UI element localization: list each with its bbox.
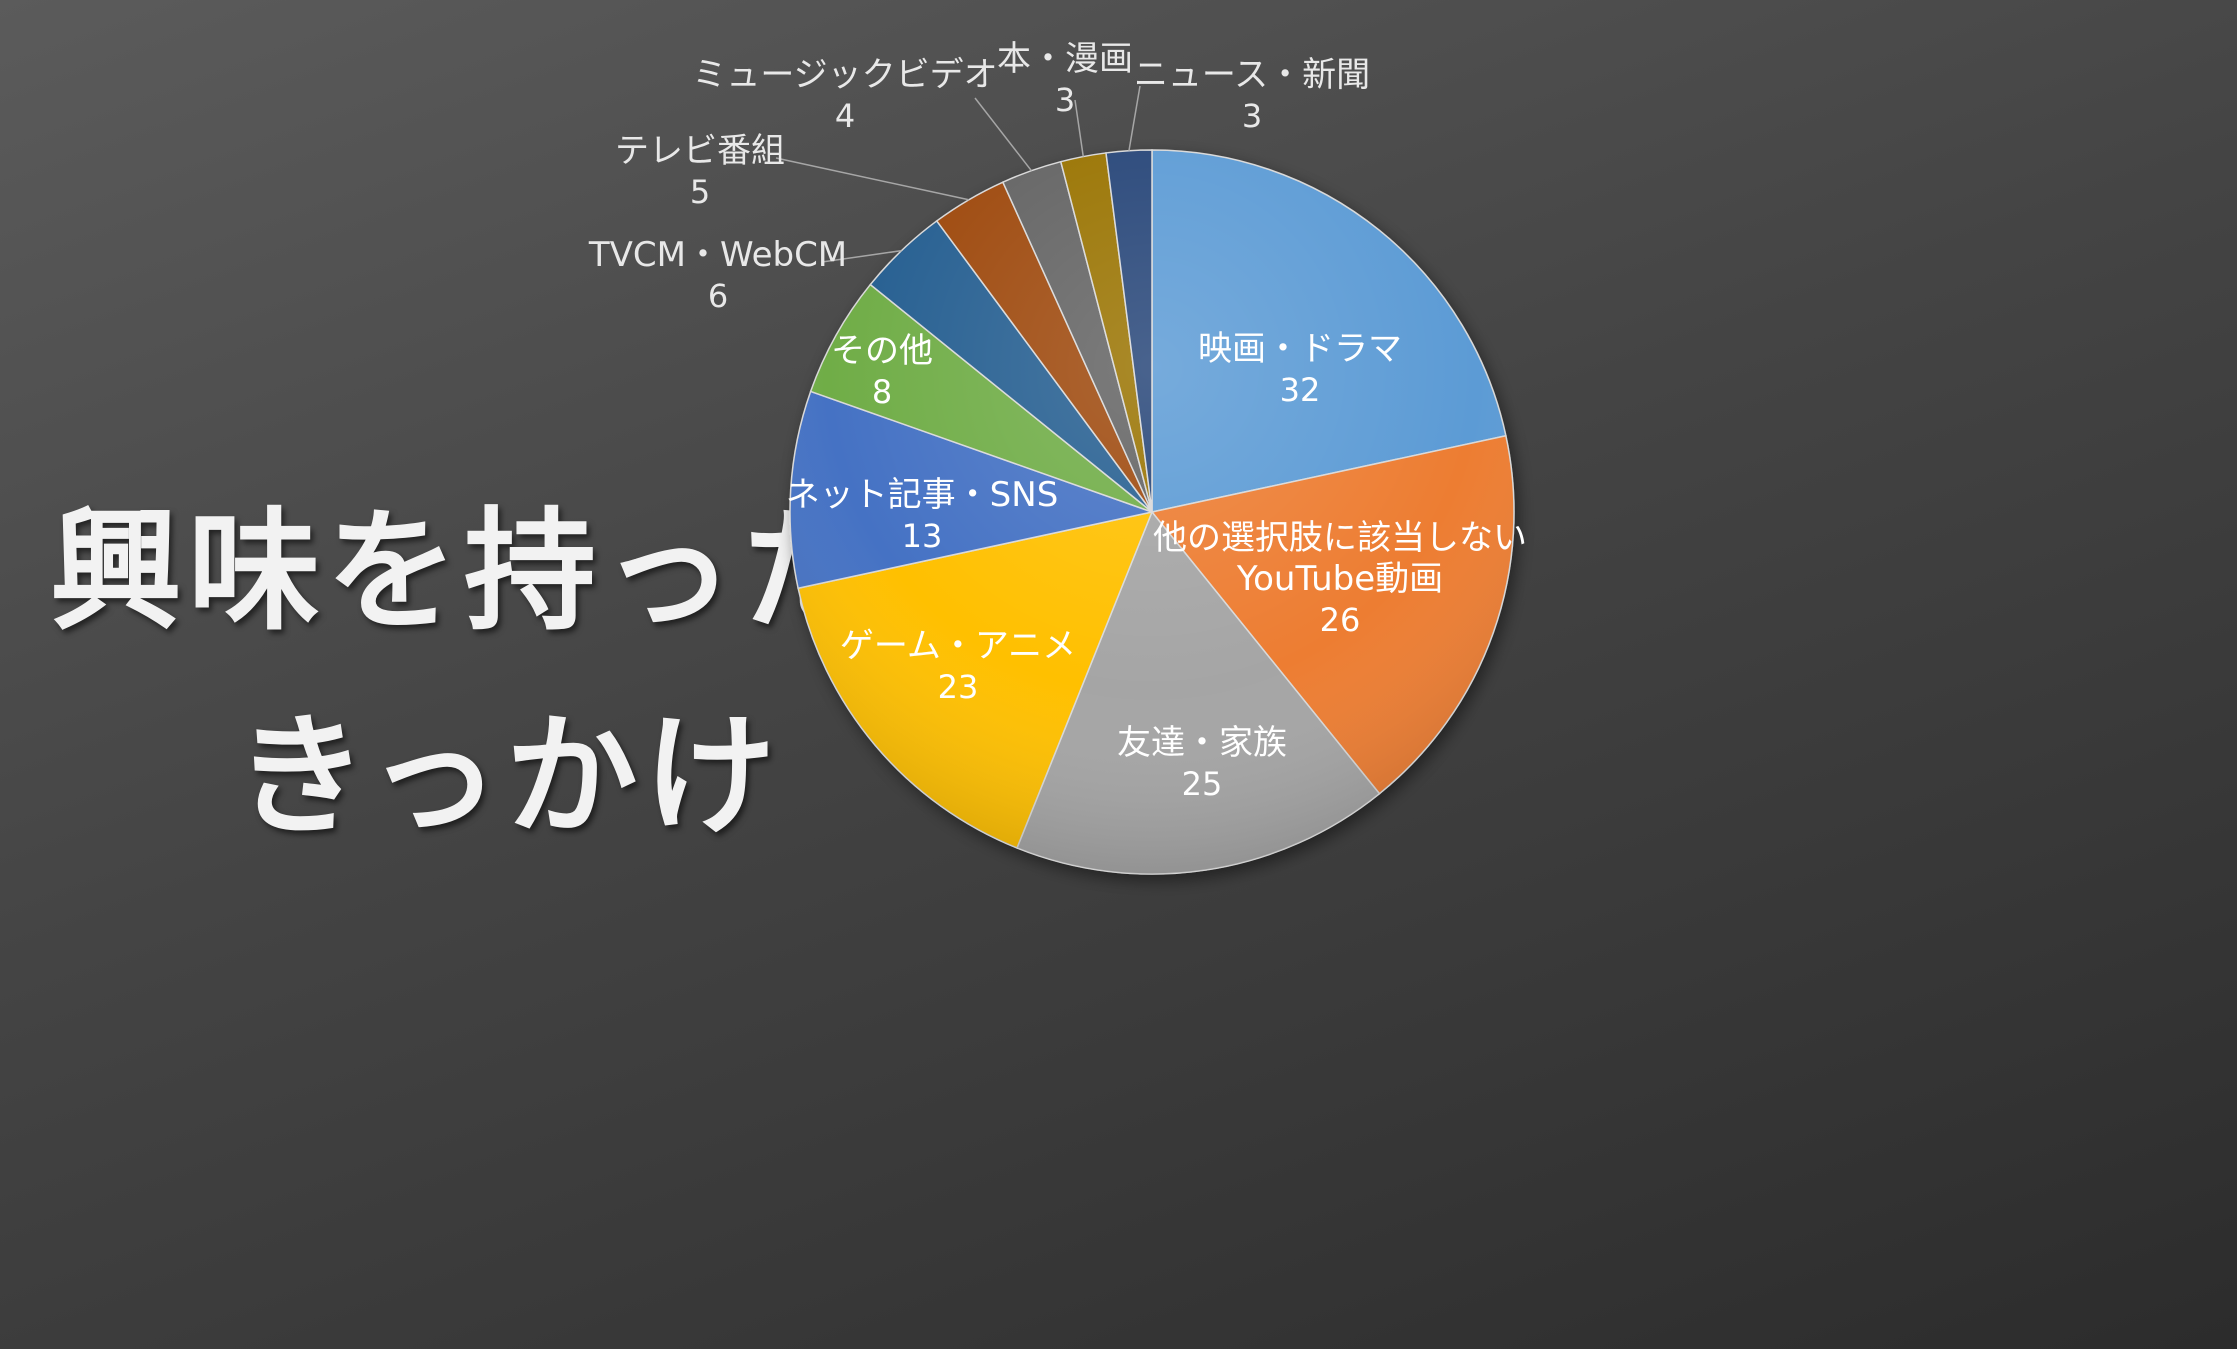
slice-value: 6 [708, 277, 728, 315]
slice-label: ネット記事・SNS [786, 475, 1059, 515]
slice-value: 23 [938, 668, 979, 706]
leader-line [775, 157, 969, 201]
slice-label: 本・漫画 [997, 39, 1133, 79]
slice-value: 25 [1182, 765, 1223, 803]
slice-value: 5 [690, 173, 710, 211]
slice-value: 3 [1055, 81, 1075, 119]
slice-value: 32 [1280, 371, 1321, 409]
leader-line [974, 97, 1032, 172]
leader-line [1128, 85, 1141, 151]
slice-label: ミュージックビデオ [692, 55, 997, 95]
slice-label: 友達・家族 [1117, 723, 1287, 763]
leader-line [1074, 99, 1085, 157]
slice-value: 8 [872, 373, 892, 411]
slice-value: 4 [835, 97, 855, 135]
slice-label: ゲーム・アニメ [840, 626, 1076, 666]
slice-label: 映画・ドラマ [1198, 329, 1402, 369]
slice-value: 3 [1242, 97, 1262, 135]
slice-label: ニュース・新聞 [1134, 55, 1370, 95]
leader-line [821, 249, 902, 263]
title-line-2: きっかけ [235, 700, 782, 854]
slice-label: その他 [831, 331, 933, 371]
slice-value: 13 [902, 517, 943, 555]
slice-value: 26 [1320, 601, 1361, 639]
title-line-1: 興味を持った [50, 495, 878, 649]
slice-label: TVCM・WebCM [588, 235, 847, 275]
slice-label: 他の選択肢に該当しない YouTube動画 [1153, 518, 1527, 599]
slide-title: 興味を持った きっかけ [50, 470, 1110, 880]
slice-label: テレビ番組 [615, 131, 785, 171]
